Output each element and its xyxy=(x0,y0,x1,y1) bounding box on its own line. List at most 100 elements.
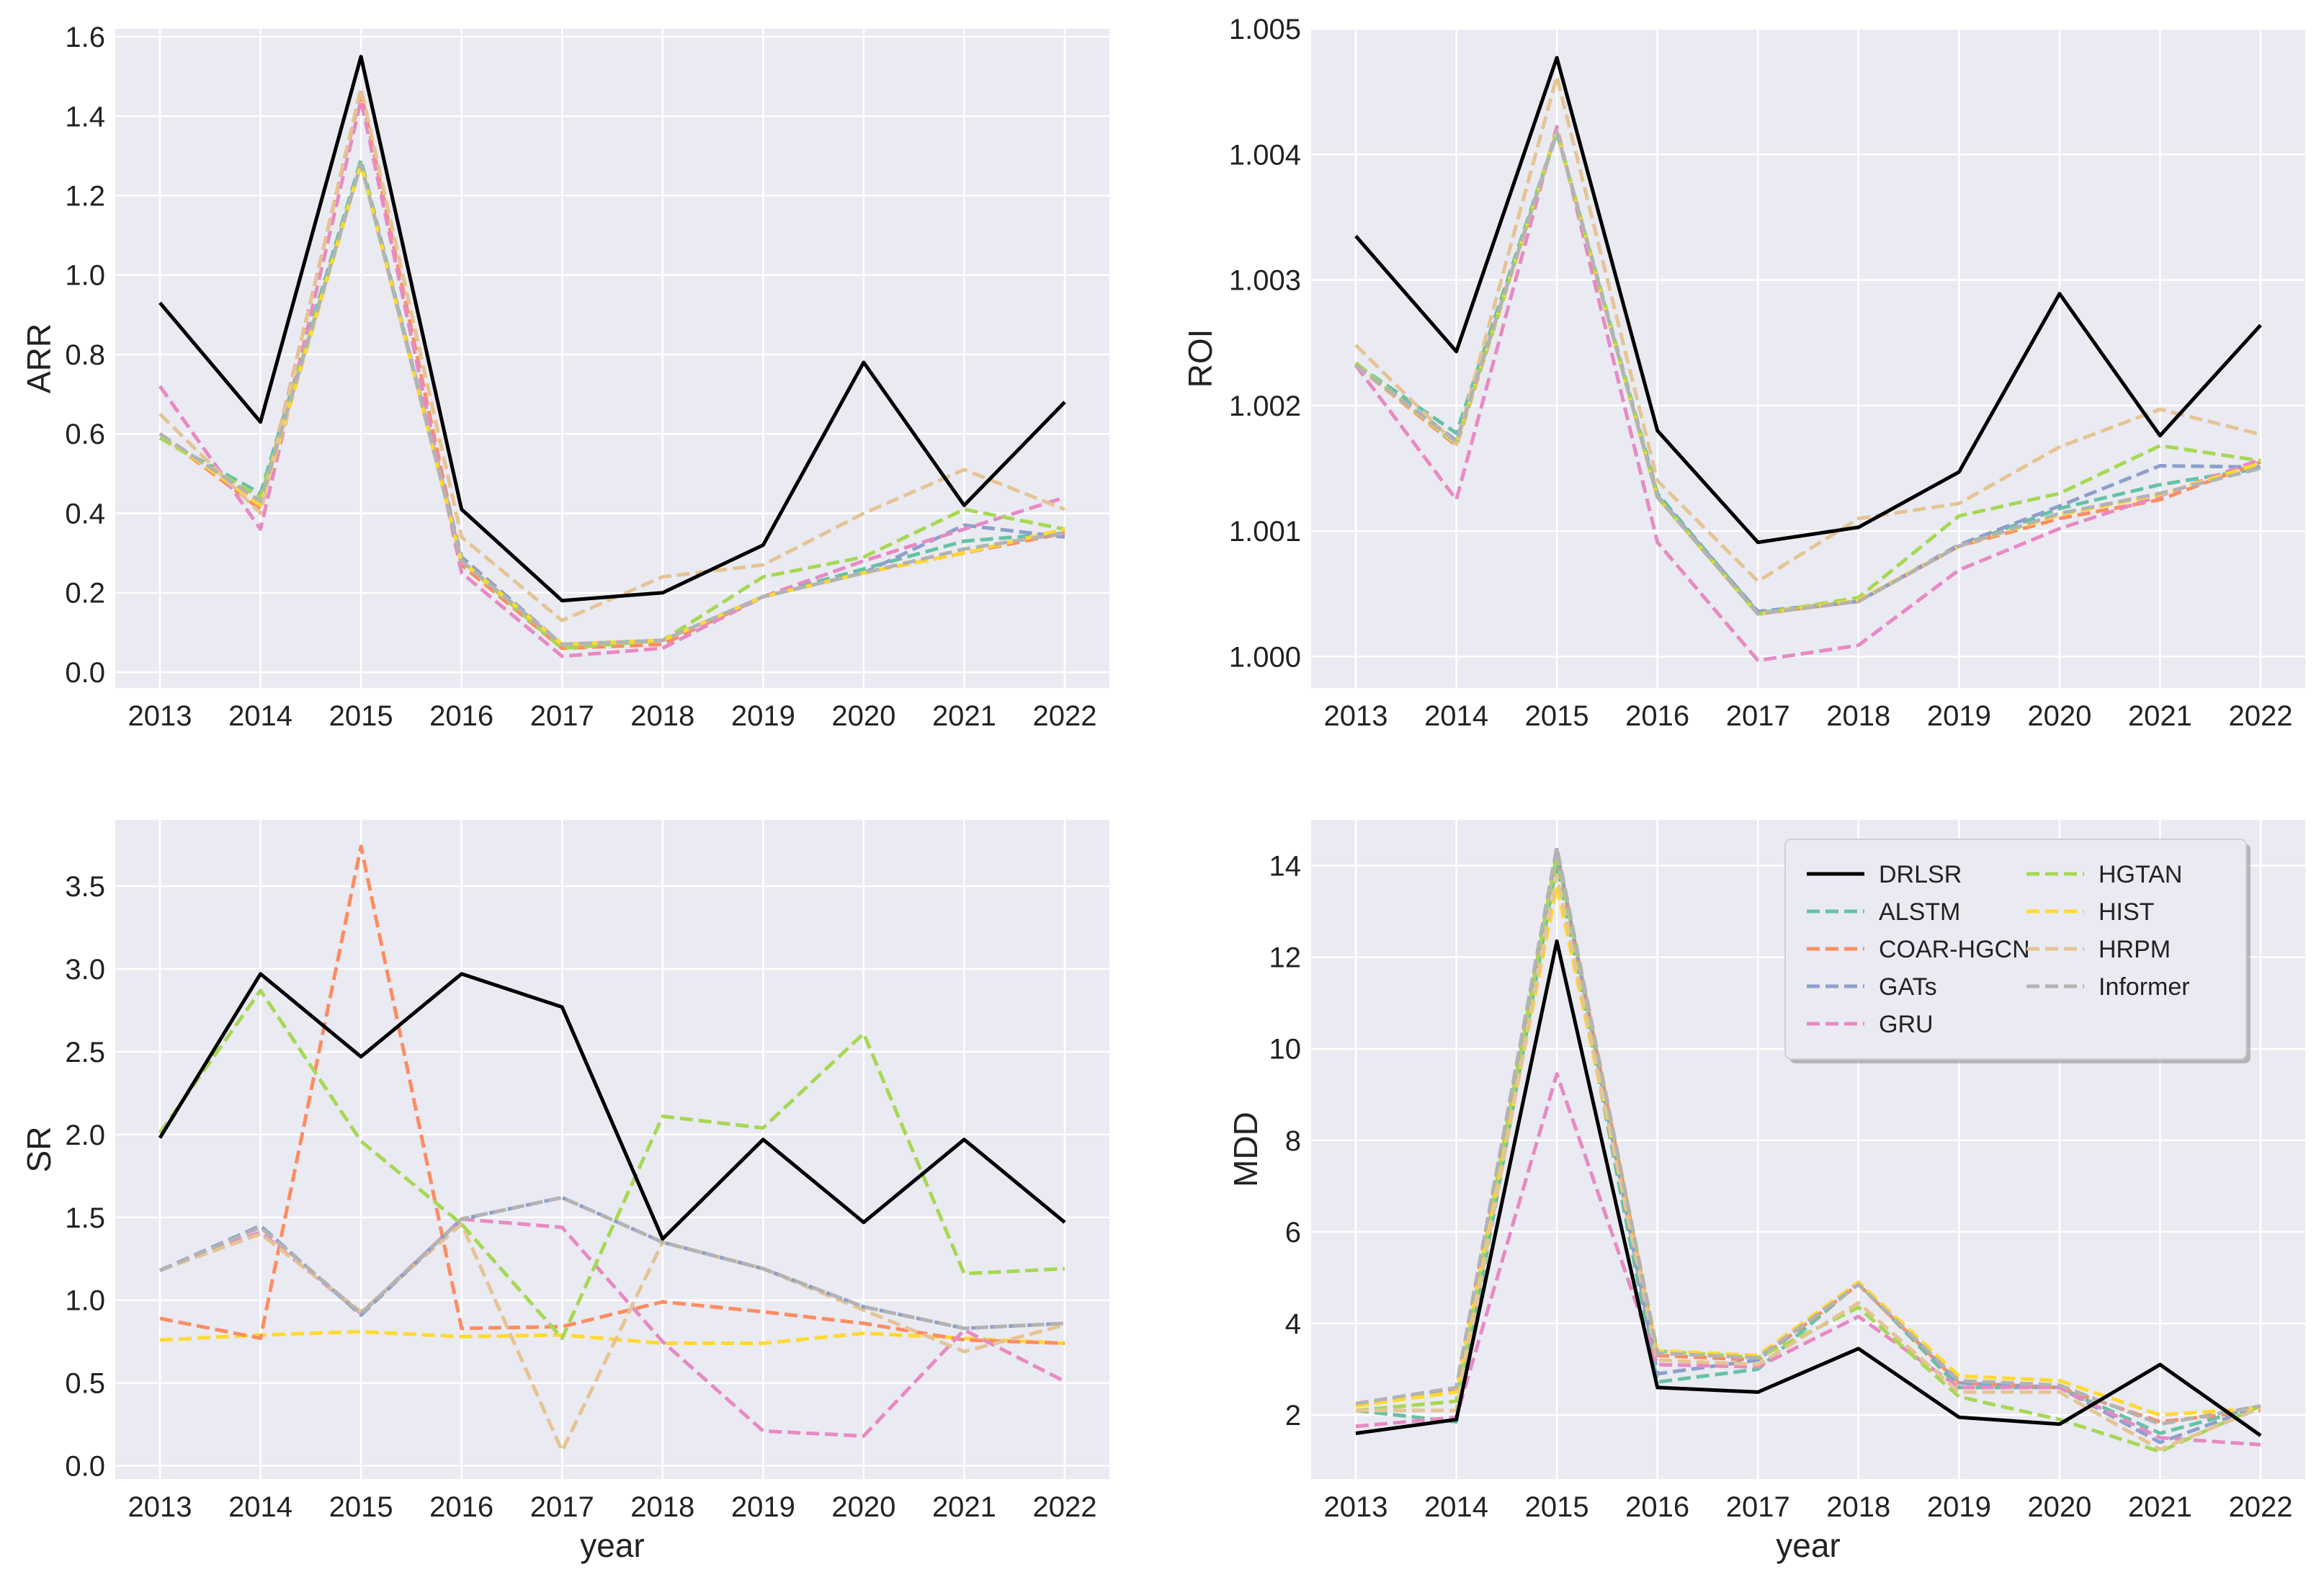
roi-x-tick-label: 2014 xyxy=(1424,700,1488,732)
mdd-x-tick-label: 2021 xyxy=(2128,1491,2192,1523)
mdd-y-tick-label: 8 xyxy=(1285,1125,1301,1157)
arr-x-tick-label: 2019 xyxy=(731,700,795,732)
roi-y-tick-label: 1.000 xyxy=(1229,641,1301,673)
sr-y-tick-label: 3.0 xyxy=(65,954,105,986)
legend-label-drlsr: DRLSR xyxy=(1879,861,1962,888)
sr-plot-area xyxy=(115,820,1109,1479)
mdd-x-tick-label: 2015 xyxy=(1525,1491,1589,1523)
legend-label-coar-hgcn: COAR-HGCN xyxy=(1879,936,2030,963)
arr-x-tick-label: 2015 xyxy=(329,700,393,732)
mdd-y-tick-label: 10 xyxy=(1269,1034,1302,1066)
sr-series-drlsr xyxy=(158,972,1066,1241)
roi-x-tick-label: 2015 xyxy=(1525,700,1589,732)
sr-x-tick-label: 2022 xyxy=(1033,1491,1097,1523)
roi-x-tick-label: 2022 xyxy=(2229,700,2293,732)
sr-series-informer xyxy=(159,1195,1065,1331)
sr-x-tick-label: 2015 xyxy=(329,1491,393,1523)
roi-y-tick-label: 1.004 xyxy=(1229,139,1301,171)
arr-y-axis-label: ARR xyxy=(20,323,58,393)
sr-x-tick-label: 2017 xyxy=(530,1491,594,1523)
arr-y-tick-label: 0.2 xyxy=(65,578,105,609)
mdd-x-axis-label: year xyxy=(1776,1527,1840,1564)
sr-y-tick-label: 3.5 xyxy=(65,871,105,903)
arr-series-informer xyxy=(158,161,1065,646)
mdd-series-gru xyxy=(1355,1072,2261,1447)
mdd-y-tick-label: 12 xyxy=(1269,942,1302,974)
roi-y-tick-label: 1.002 xyxy=(1229,390,1301,422)
legend-label-hgtan: HGTAN xyxy=(2099,861,2182,888)
mdd-x-tick-label: 2019 xyxy=(1927,1491,1991,1523)
mdd-x-tick-label: 2020 xyxy=(2027,1491,2091,1523)
arr-x-tick-label: 2018 xyxy=(630,700,694,732)
mdd-y-axis-label: MDD xyxy=(1227,1112,1264,1187)
mdd-x-tick-label: 2017 xyxy=(1726,1491,1790,1523)
arr-series-gru xyxy=(158,98,1065,658)
sr-y-tick-label: 2.5 xyxy=(65,1037,105,1068)
arr-x-tick-label: 2021 xyxy=(932,700,996,732)
legend: DRLSR ALSTM COAR-HGCN GATs GRU HGTAN HIST HRPM I… xyxy=(1784,839,2251,1063)
legend-label-hist: HIST xyxy=(2099,898,2154,926)
legend-label-gru: GRU xyxy=(1879,1011,1934,1038)
mdd-series-drlsr xyxy=(1355,939,2262,1437)
sr-y-axis-label: SR xyxy=(20,1127,58,1173)
roi-series-informer xyxy=(1354,130,2261,616)
mdd-x-tick-label: 2018 xyxy=(1826,1491,1890,1523)
mdd-y-tick-label: 14 xyxy=(1269,851,1302,883)
roi-series-hrpm xyxy=(1354,74,2261,584)
arr-series-hrpm xyxy=(158,86,1065,622)
roi-x-tick-label: 2017 xyxy=(1726,700,1790,732)
sr-series-hgtan xyxy=(158,988,1065,1341)
mdd-x-tick-label: 2013 xyxy=(1324,1491,1388,1523)
mdd-series-informer xyxy=(1355,845,2261,1426)
arr-y-tick-label: 0.8 xyxy=(65,339,105,371)
arr-y-tick-label: 1.6 xyxy=(65,22,105,53)
arr-x-tick-label: 2017 xyxy=(530,700,594,732)
legend-box xyxy=(1784,839,2247,1060)
sr-y-tick-label: 0.5 xyxy=(65,1368,105,1400)
sr-x-tick-label: 2016 xyxy=(429,1491,493,1523)
sr-y-tick-label: 1.5 xyxy=(65,1202,105,1234)
sr-series-hist xyxy=(159,1329,1065,1345)
mdd-x-tick-label: 2016 xyxy=(1625,1491,1689,1523)
sr-x-tick-label: 2021 xyxy=(932,1491,996,1523)
sr-y-tick-label: 2.0 xyxy=(65,1120,105,1151)
legend-label-gats: GATs xyxy=(1879,973,1937,1001)
arr-y-tick-label: 0.0 xyxy=(65,657,105,689)
arr-series-hist xyxy=(158,161,1065,646)
roi-chart: 2013 2014 2015 2016 2017 2018 2019 2020 2021 2022… xyxy=(1181,14,2305,732)
roi-x-tick-label: 2018 xyxy=(1826,700,1890,732)
roi-series-drlsr xyxy=(1354,55,2262,545)
roi-x-tick-label: 2021 xyxy=(2128,700,2192,732)
sr-x-axis-label: year xyxy=(580,1527,644,1564)
roi-x-tick-label: 2019 xyxy=(1927,700,1991,732)
sr-series-hrpm xyxy=(159,1222,1065,1453)
legend-label-informer: Informer xyxy=(2099,973,2190,1001)
mdd-y-tick-label: 6 xyxy=(1285,1217,1301,1249)
roi-x-tick-label: 2020 xyxy=(2027,700,2091,732)
arr-x-tick-label: 2014 xyxy=(228,700,292,732)
roi-series-gru xyxy=(1354,125,2261,663)
legend-label-alstm: ALSTM xyxy=(1879,898,1960,926)
arr-x-tick-label: 2013 xyxy=(128,700,192,732)
sr-y-tick-label: 0.0 xyxy=(65,1451,105,1483)
arr-y-tick-label: 1.4 xyxy=(65,101,105,133)
mdd-y-tick-label: 2 xyxy=(1285,1400,1301,1432)
sr-x-tick-label: 2019 xyxy=(731,1491,795,1523)
sr-y-tick-label: 1.0 xyxy=(65,1285,105,1317)
arr-y-tick-label: 1.0 xyxy=(65,260,105,292)
arr-x-tick-label: 2016 xyxy=(429,700,493,732)
roi-x-tick-label: 2016 xyxy=(1625,700,1689,732)
roi-x-tick-label: 2013 xyxy=(1324,700,1388,732)
roi-y-tick-label: 1.001 xyxy=(1229,516,1301,548)
roi-y-tick-label: 1.005 xyxy=(1229,14,1301,45)
sr-x-tick-label: 2018 xyxy=(630,1491,694,1523)
sr-x-tick-label: 2020 xyxy=(831,1491,895,1523)
roi-plot-area xyxy=(1311,29,2305,688)
arr-series-drlsr xyxy=(158,55,1066,603)
roi-y-axis-label: ROI xyxy=(1181,329,1219,388)
mdd-y-tick-label: 4 xyxy=(1285,1308,1301,1340)
arr-chart: 2013 2014 2015 2016 2017 2018 2019 2020 2021 2022… xyxy=(20,22,1109,732)
arr-plot-area xyxy=(115,29,1109,688)
arr-x-tick-label: 2020 xyxy=(831,700,895,732)
